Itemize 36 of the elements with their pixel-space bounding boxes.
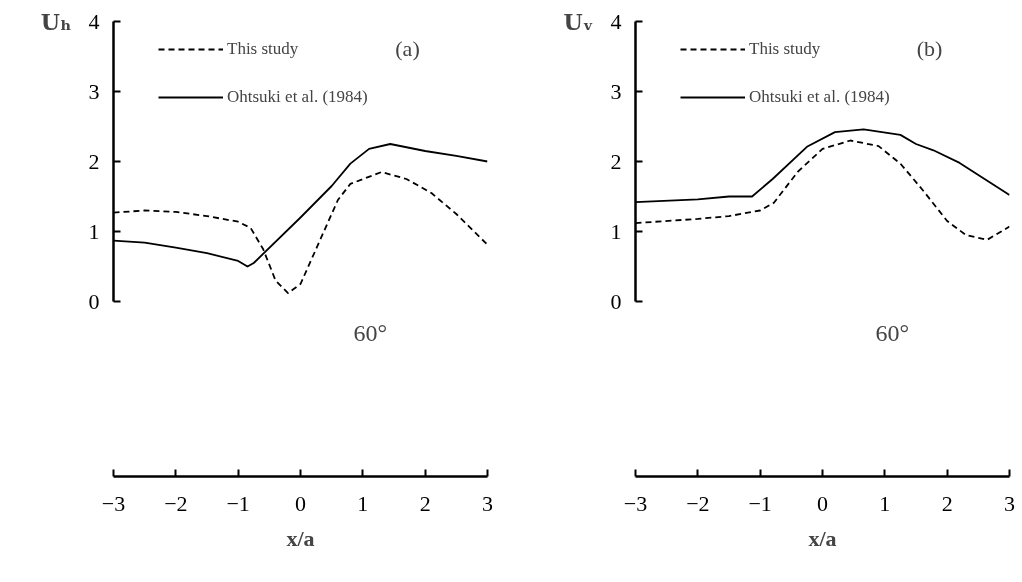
x-tick-label: 3 <box>1004 490 1015 516</box>
x-tick-label: 3 <box>482 490 493 516</box>
y-tick-label: 4 <box>88 8 100 34</box>
text: (a) <box>395 35 420 61</box>
y-tick-label: 4 <box>610 8 622 34</box>
annotation: 60° <box>875 320 910 346</box>
x-tick-label: 1 <box>357 490 369 516</box>
x-tick-label: −1 <box>748 490 772 516</box>
x-tick-label: 0 <box>817 490 828 516</box>
y-tick-label: 2 <box>610 148 622 174</box>
y-tick-label: 3 <box>88 78 100 104</box>
y-tick-label: 1 <box>610 218 622 244</box>
y-axis-title: Uₕ <box>40 8 72 35</box>
y-tick-label: 2 <box>88 148 100 174</box>
text: (b) <box>916 35 943 61</box>
x-axis-title: x/a <box>808 525 837 551</box>
x-axis-title: x/a <box>286 525 315 551</box>
x-tick-label: 2 <box>419 490 431 516</box>
legend-label: This study <box>227 39 299 59</box>
y-tick-label: 3 <box>610 78 622 104</box>
x-tick-label: 1 <box>879 490 891 516</box>
x-tick-label: −3 <box>623 490 648 516</box>
legend-label: This study <box>749 39 821 59</box>
y-tick-label: 1 <box>88 218 100 244</box>
legend-label: Ohtsuki et al. (1984) <box>227 87 368 107</box>
x-tick-label: 0 <box>295 490 306 516</box>
x-tick-label: −2 <box>686 490 710 516</box>
legend-label: Ohtsuki et al. (1984) <box>749 87 890 107</box>
x-tick-label: −1 <box>226 490 250 516</box>
y-axis-title: Uᵥ <box>563 8 594 35</box>
y-tick-label: 0 <box>610 288 622 314</box>
x-tick-label: −3 <box>101 490 126 516</box>
x-tick-label: 2 <box>941 490 953 516</box>
annotation: 60° <box>353 320 388 346</box>
y-tick-label: 0 <box>88 288 100 314</box>
x-tick-label: −2 <box>164 490 188 516</box>
